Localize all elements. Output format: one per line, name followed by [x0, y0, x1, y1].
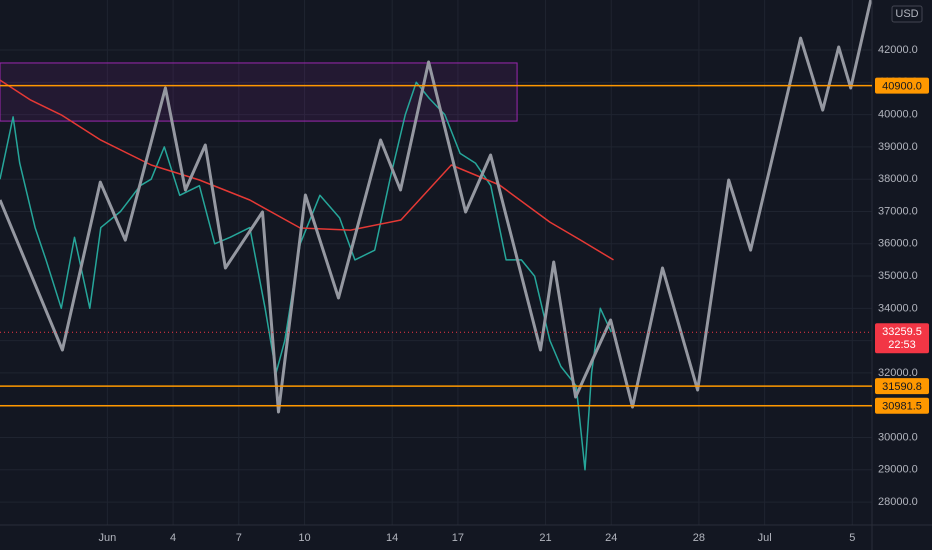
- x-tick-label: Jul: [758, 532, 772, 544]
- level-label: 30981.5: [882, 401, 922, 413]
- y-tick-label: 39000.0: [878, 141, 918, 153]
- x-tick-label: Jun: [98, 532, 116, 544]
- x-tick-label: 17: [452, 532, 464, 544]
- y-tick-label: 29000.0: [878, 464, 918, 476]
- x-tick-label: 10: [298, 532, 310, 544]
- level-label-box: [875, 378, 929, 395]
- x-tick-label: 24: [605, 532, 617, 544]
- level-label-box: [875, 397, 929, 414]
- series-line: [0, 81, 612, 471]
- y-tick-label: 42000.0: [878, 44, 918, 56]
- x-tick-label: 4: [170, 532, 176, 544]
- y-tick-label: 35000.0: [878, 270, 918, 282]
- currency-label: USD: [895, 8, 918, 20]
- current-price-box: [875, 323, 929, 354]
- y-tick-label: 34000.0: [878, 302, 918, 314]
- level-label: 40900.0: [882, 80, 922, 92]
- y-tick-label: 38000.0: [878, 173, 918, 185]
- series-line: [0, 0, 873, 414]
- x-tick-label: 21: [539, 532, 551, 544]
- y-tick-label: 32000.0: [878, 367, 918, 379]
- level-label: 31590.8: [882, 381, 922, 393]
- y-tick-label: 28000.0: [878, 496, 918, 508]
- y-tick-label: 37000.0: [878, 205, 918, 217]
- y-tick-label: 36000.0: [878, 238, 918, 250]
- x-tick-label: 14: [386, 532, 398, 544]
- x-tick-label: 7: [236, 532, 242, 544]
- x-tick-label: 5: [849, 532, 855, 544]
- y-tick-label: 30000.0: [878, 431, 918, 443]
- x-tick-label: 28: [693, 532, 705, 544]
- countdown-label: 22:53: [888, 339, 916, 351]
- level-label-box: [875, 77, 929, 94]
- current-price-label: 33259.5: [882, 326, 922, 338]
- currency-box: [891, 5, 923, 23]
- y-tick-label: 40000.0: [878, 109, 918, 121]
